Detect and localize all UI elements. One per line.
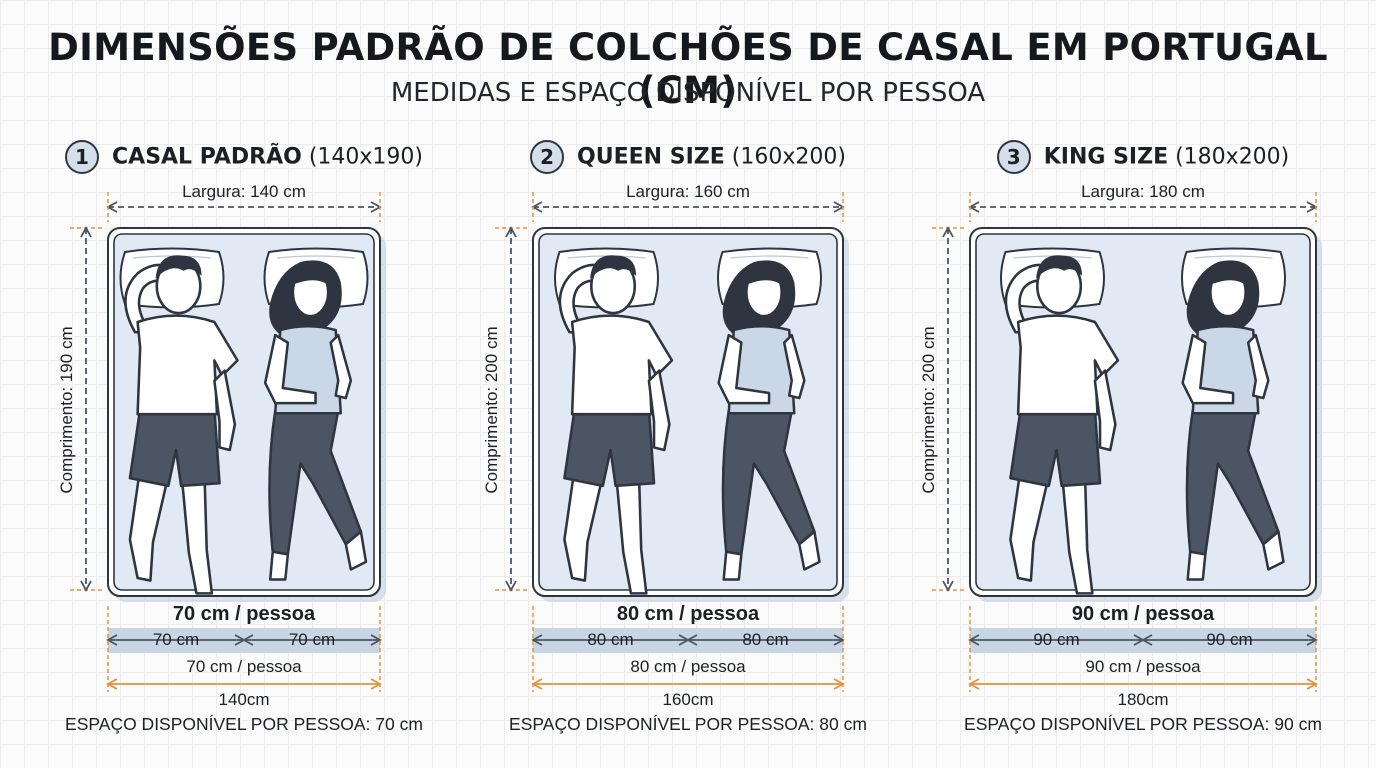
per-person-bold-label: 70 cm / pessoa	[172, 603, 316, 625]
panel-number-badge: 1	[65, 140, 100, 174]
width-arrow	[106, 201, 382, 213]
width-label: Largura: 160 cm	[626, 182, 750, 201]
woman-sleeping-icon	[717, 260, 821, 581]
length-label: Comprimento: 190 cm	[57, 326, 76, 494]
mattress-name: QUEEN SIZE	[577, 144, 725, 170]
panel-heading: 1 CASAL PADRÃO (140x190)	[14, 140, 474, 174]
panel-queen-size: 2 QUEEN SIZE (160x200) Largura: 160 cm C…	[425, 0, 885, 768]
length-label: Comprimento: 200 cm	[482, 326, 501, 494]
half-right-arrow	[1141, 634, 1318, 646]
panel-king-size: 3 KING SIZE (180x200) Largura: 180 cm Co…	[862, 0, 1322, 768]
woman-sleeping-icon	[1181, 260, 1285, 581]
width-label: Largura: 140 cm	[182, 182, 306, 201]
per-person-label: 90 cm / pessoa	[1085, 657, 1201, 676]
half-width-band	[531, 628, 845, 653]
half-right-label: 90 cm	[1206, 630, 1253, 649]
panel-heading: 3 KING SIZE (180x200)	[913, 140, 1373, 174]
length-label: Comprimento: 200 cm	[919, 326, 938, 494]
mattress-diagram	[70, 192, 386, 692]
length-arrow	[505, 226, 517, 592]
total-width-label: 140cm	[218, 690, 270, 709]
length-arrow	[80, 226, 92, 592]
per-person-bold-label: 80 cm / pessoa	[616, 603, 760, 625]
total-width-arrow	[968, 678, 1318, 690]
half-right-arrow	[686, 634, 845, 646]
panel-number-badge: 3	[996, 140, 1031, 174]
half-left-label: 70 cm	[152, 630, 200, 649]
panel-heading: 2 QUEEN SIZE (160x200)	[458, 140, 918, 174]
width-arrow	[531, 201, 845, 213]
half-right-label: 80 cm	[742, 630, 789, 649]
panel-number-badge: 2	[530, 140, 565, 174]
man-sleeping-icon	[558, 255, 674, 595]
total-width-arrow	[531, 678, 845, 690]
per-person-label: 70 cm / pessoa	[186, 657, 302, 676]
half-right-arrow	[242, 634, 382, 646]
total-width-label: 180cm	[1117, 690, 1169, 709]
mattress-name: CASAL PADRÃO	[112, 144, 302, 170]
space-per-person-text: ESPAÇO DISPONÍVEL POR PESSOA: 70 cm	[65, 714, 423, 734]
mattress-dims: (160x200)	[731, 144, 846, 170]
mattress-diagram	[495, 192, 849, 692]
half-width-band	[106, 628, 382, 653]
page-title: DIMENSÕES PADRÃO DE COLCHÕES DE CASAL EM…	[48, 26, 1328, 112]
woman-sleeping-icon	[263, 260, 368, 581]
per-person-bold-label: 90 cm / pessoa	[1071, 603, 1215, 625]
mattress-diagram	[932, 192, 1322, 692]
total-width-arrow	[106, 678, 382, 690]
length-arrow	[942, 226, 954, 592]
mattress-name: KING SIZE	[1043, 144, 1169, 170]
total-width-label: 160cm	[662, 690, 714, 709]
man-sleeping-icon	[124, 255, 239, 595]
width-dimension-line	[106, 201, 382, 213]
half-left-label: 80 cm	[587, 630, 634, 649]
space-per-person-text: ESPAÇO DISPONÍVEL POR PESSOA: 90 cm	[964, 714, 1322, 734]
mattress-dims: (180x200)	[1175, 144, 1290, 170]
page-subtitle: MEDIDAS E ESPAÇO DISPONÍVEL POR PESSOA	[390, 78, 986, 108]
man-sleeping-icon	[1004, 255, 1120, 595]
width-dimension-line	[531, 201, 845, 213]
panel-casal-padrao: 1 CASAL PADRÃO (140x190) Largura: 140 cm…	[0, 0, 460, 768]
half-left-label: 90 cm	[1033, 630, 1080, 649]
width-label: Largura: 180 cm	[1081, 182, 1205, 201]
width-dimension-line	[968, 201, 1318, 213]
width-arrow	[968, 201, 1318, 213]
mattress-dims: (140x190)	[308, 144, 423, 170]
space-per-person-text: ESPAÇO DISPONÍVEL POR PESSOA: 80 cm	[509, 714, 867, 734]
half-right-label: 70 cm	[288, 630, 336, 649]
half-width-band	[968, 628, 1318, 653]
per-person-label: 80 cm / pessoa	[630, 657, 746, 676]
